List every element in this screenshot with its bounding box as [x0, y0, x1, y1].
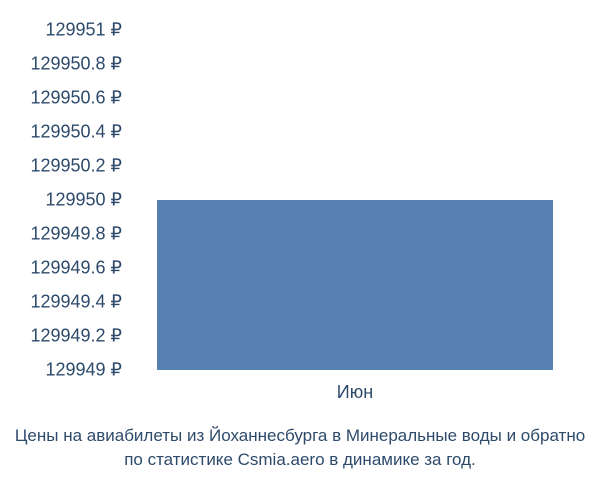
y-tick-label: 129950.2 ₽ — [30, 156, 122, 177]
y-tick-label: 129950.6 ₽ — [30, 88, 122, 109]
y-tick-label: 129949.2 ₽ — [30, 326, 122, 347]
plot-area: Июн — [135, 20, 575, 380]
chart-area: 129951 ₽ 129950.8 ₽ 129950.6 ₽ 129950.4 ₽ 12… — [0, 20, 600, 400]
y-tick-label: 129950.8 ₽ — [30, 54, 122, 75]
caption-line-2: по статистике Csmia.aero в динамике за г… — [0, 448, 600, 472]
bar — [157, 200, 553, 370]
chart-caption: Цены на авиабилеты из Йоханнесбурга в Ми… — [0, 424, 600, 472]
y-tick-label: 129949.8 ₽ — [30, 224, 122, 245]
caption-line-1: Цены на авиабилеты из Йоханнесбурга в Ми… — [0, 424, 600, 448]
y-tick-label: 129951 ₽ — [45, 20, 122, 41]
y-tick-label: 129949 ₽ — [45, 360, 122, 381]
x-axis-label: Июн — [337, 382, 373, 403]
y-tick-label: 129949.4 ₽ — [30, 292, 122, 313]
y-tick-label: 129950.4 ₽ — [30, 122, 122, 143]
y-tick-label: 129949.6 ₽ — [30, 258, 122, 279]
y-tick-label: 129950 ₽ — [45, 190, 122, 211]
y-axis: 129951 ₽ 129950.8 ₽ 129950.6 ₽ 129950.4 ₽ 12… — [0, 20, 130, 380]
